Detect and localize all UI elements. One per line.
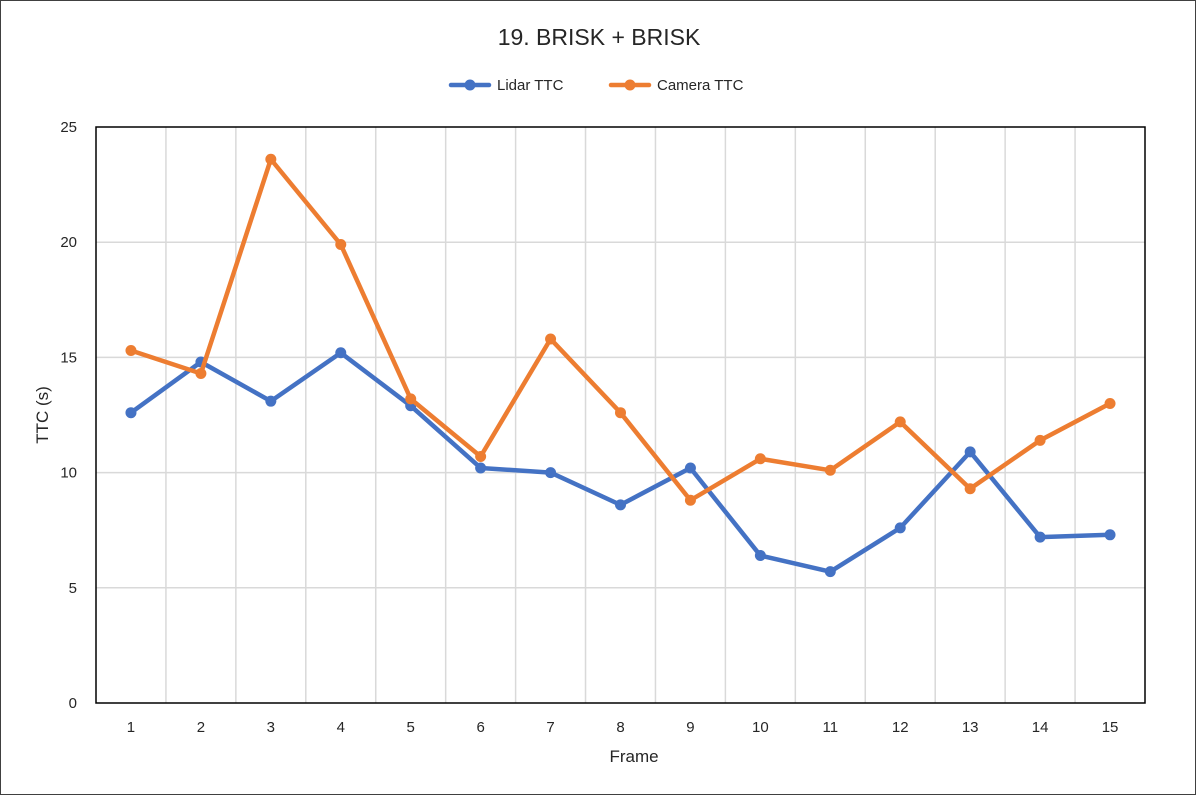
x-axis-ticks: 1 2 3 4 5 6 7 8 9 10 11 12 13 14 15 bbox=[127, 719, 1119, 736]
y-axis-title: TTC (s) bbox=[33, 386, 52, 444]
x-tick-label: 4 bbox=[337, 719, 345, 736]
legend-label: Lidar TTC bbox=[497, 77, 564, 94]
gridlines bbox=[96, 127, 1145, 703]
data-point bbox=[894, 522, 906, 534]
x-tick-label: 14 bbox=[1032, 719, 1049, 736]
data-point bbox=[265, 395, 277, 407]
x-tick-label: 3 bbox=[267, 719, 275, 736]
legend-item-camera-ttc: Camera TTC bbox=[608, 77, 744, 94]
data-point bbox=[754, 550, 766, 562]
x-axis-title: Frame bbox=[609, 747, 658, 766]
legend-item-lidar-ttc: Lidar TTC bbox=[448, 77, 564, 94]
x-tick-label: 15 bbox=[1102, 719, 1119, 736]
chart-title: 19. BRISK + BRISK bbox=[498, 24, 701, 50]
data-point bbox=[615, 499, 626, 511]
data-point bbox=[894, 416, 906, 428]
x-tick-label: 9 bbox=[686, 719, 694, 736]
x-tick-label: 2 bbox=[197, 719, 205, 736]
x-tick-label: 10 bbox=[752, 719, 769, 736]
data-point bbox=[964, 446, 976, 458]
x-tick-label: 6 bbox=[476, 719, 484, 736]
series-line-camera-ttc bbox=[128, 157, 1113, 503]
data-point bbox=[754, 453, 766, 465]
x-tick-label: 12 bbox=[892, 719, 909, 736]
y-axis-ticks: 0 5 10 15 20 25 bbox=[60, 119, 77, 712]
data-point bbox=[195, 368, 207, 380]
y-tick-label: 20 bbox=[60, 234, 77, 251]
legend-marker bbox=[464, 79, 476, 91]
series-line-lidar-ttc bbox=[128, 350, 1113, 574]
y-tick-label: 15 bbox=[60, 349, 77, 366]
data-point bbox=[684, 494, 696, 506]
x-tick-label: 7 bbox=[546, 719, 554, 736]
x-tick-label: 8 bbox=[616, 719, 624, 736]
data-point bbox=[475, 462, 487, 474]
data-point bbox=[545, 467, 557, 479]
y-tick-label: 0 bbox=[69, 695, 77, 712]
x-tick-label: 11 bbox=[823, 719, 839, 736]
y-tick-label: 25 bbox=[60, 119, 77, 136]
data-point bbox=[265, 153, 277, 165]
y-tick-label: 10 bbox=[60, 465, 77, 482]
data-point bbox=[684, 462, 696, 474]
plot-area bbox=[95, 126, 1146, 704]
data-point bbox=[1104, 529, 1116, 541]
data-point bbox=[1034, 531, 1046, 543]
data-point bbox=[824, 566, 836, 578]
data-point bbox=[125, 344, 137, 356]
x-tick-label: 1 bbox=[127, 719, 135, 736]
x-tick-label: 5 bbox=[407, 719, 415, 736]
legend-marker bbox=[624, 79, 636, 91]
data-point bbox=[615, 407, 626, 419]
data-point bbox=[1104, 397, 1116, 409]
series-lidar-ttc bbox=[125, 347, 1116, 578]
series-layer bbox=[125, 153, 1116, 578]
data-point bbox=[475, 450, 487, 462]
data-point bbox=[545, 333, 557, 345]
data-point bbox=[1034, 434, 1046, 446]
series-camera-ttc bbox=[125, 153, 1116, 506]
data-point bbox=[405, 393, 417, 405]
x-tick-label: 13 bbox=[962, 719, 979, 736]
data-point bbox=[824, 464, 836, 476]
legend: Lidar TTC Camera TTC bbox=[448, 77, 744, 94]
y-tick-label: 5 bbox=[69, 580, 77, 597]
data-point bbox=[335, 239, 347, 251]
data-point bbox=[125, 407, 137, 419]
data-point bbox=[964, 483, 976, 495]
data-point bbox=[335, 347, 347, 359]
legend-label: Camera TTC bbox=[657, 77, 744, 94]
